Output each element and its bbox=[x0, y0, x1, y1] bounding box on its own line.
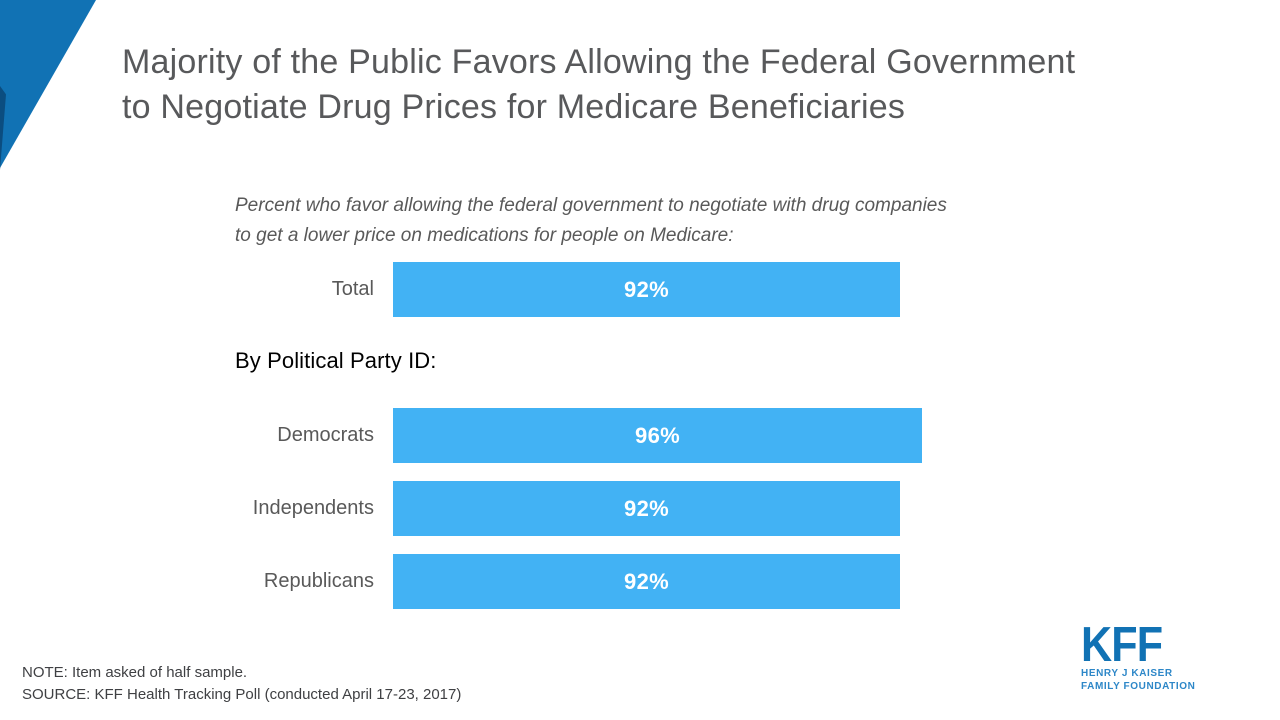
note-line: NOTE: Item asked of half sample. bbox=[22, 664, 248, 681]
bar-value-republicans: 92% bbox=[624, 568, 669, 594]
source-line: SOURCE: KFF Health Tracking Poll (conduc… bbox=[22, 686, 462, 703]
kff-logo-subline-1: HENRY J KAISER bbox=[1081, 668, 1173, 679]
title-line-1: Majority of the Public Favors Allowing t… bbox=[122, 43, 1076, 81]
bar-total: 92% bbox=[393, 262, 900, 317]
title-line-2: to Negotiate Drug Prices for Medicare Be… bbox=[122, 88, 906, 126]
bar-label-democrats: Democrats bbox=[277, 424, 374, 446]
bar-value-total: 92% bbox=[624, 276, 669, 302]
page-title: Majority of the Public Favors Allowing t… bbox=[122, 40, 1252, 130]
chart-subtitle: Percent who favor allowing the federal g… bbox=[235, 191, 1095, 251]
chart-subtitle-line-1: Percent who favor allowing the federal g… bbox=[235, 195, 947, 216]
kff-logo-subline-2: FAMILY FOUNDATION bbox=[1081, 680, 1196, 692]
bar-label-independents: Independents bbox=[252, 497, 374, 519]
chart-subtitle-line-2: to get a lower price on medications for … bbox=[235, 225, 734, 246]
bar-democrats: 96% bbox=[393, 408, 922, 463]
kff-logo-wordmark: KFF bbox=[1081, 618, 1163, 672]
bar-value-independents: 92% bbox=[624, 495, 669, 521]
bar-independents: 92% bbox=[393, 481, 900, 536]
bar-label-republicans: Republicans bbox=[263, 570, 374, 592]
bar-label-total: Total bbox=[331, 278, 374, 300]
corner-accent-triangle bbox=[0, 0, 96, 168]
corner-accent-triangle-dark bbox=[0, 86, 6, 170]
footnote: NOTE: Item asked of half sample. SOURCE:… bbox=[22, 662, 461, 706]
bar-value-democrats: 96% bbox=[635, 422, 680, 448]
bar-republicans: 92% bbox=[393, 554, 900, 609]
kff-logo: KFF HENRY J KAISER FAMILY FOUNDATION bbox=[1081, 618, 1261, 693]
group-heading: By Political Party ID: bbox=[235, 348, 437, 373]
